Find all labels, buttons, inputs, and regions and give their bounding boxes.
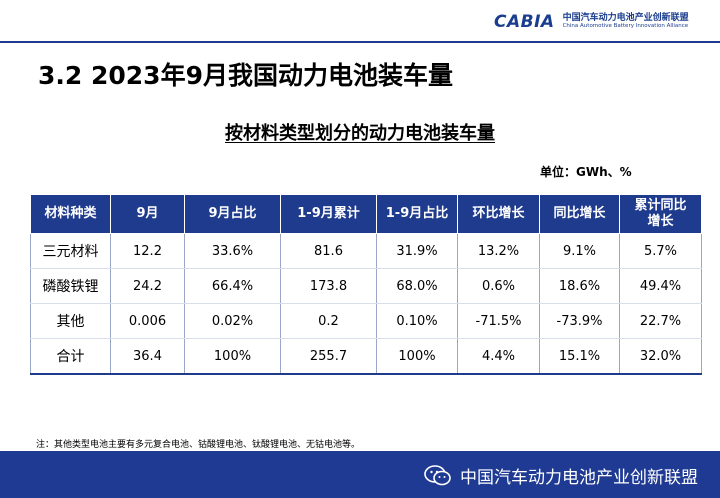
table-cell: 其他 <box>30 303 111 339</box>
footer-brand: 中国汽车动力电池产业创新联盟 <box>424 463 698 488</box>
header-cell: 9月 <box>110 194 185 234</box>
table-cell: 0.6% <box>457 268 540 304</box>
table-cell: 49.4% <box>619 268 702 304</box>
table-cell: 31.9% <box>376 233 458 269</box>
table-cell: 合计 <box>30 338 111 375</box>
table-cell: 255.7 <box>280 338 377 375</box>
table-cell: 68.0% <box>376 268 458 304</box>
table-cell: 9.1% <box>539 233 620 269</box>
header-cell: 1-9月占比 <box>376 194 458 234</box>
header-cell: 9月占比 <box>184 194 281 234</box>
table-cell: 5.7% <box>619 233 702 269</box>
table-cell: 173.8 <box>280 268 377 304</box>
header-cell: 材料种类 <box>30 194 111 234</box>
table-cell: 0.006 <box>110 303 185 339</box>
table-cell: 磷酸铁锂 <box>30 268 111 304</box>
top-bar <box>0 0 720 42</box>
battery-table: 材料种类 9月 9月占比 1-9月累计 1-9月占比 环比增长 同比增长 累计同… <box>30 194 702 375</box>
table-cell: 66.4% <box>184 268 281 304</box>
table-cell: 0.2 <box>280 303 377 339</box>
table-cell: 18.6% <box>539 268 620 304</box>
logo-mark: CABIA <box>494 12 555 32</box>
table-cell: 0.10% <box>376 303 458 339</box>
footer-bar: 中国汽车动力电池产业创新联盟 <box>0 451 720 498</box>
table-cell: -71.5% <box>457 303 540 339</box>
table-cell: 32.0% <box>619 338 702 375</box>
top-divider <box>0 41 720 43</box>
table-cell: 100% <box>376 338 458 375</box>
table-cell: 15.1% <box>539 338 620 375</box>
table-header-row: 材料种类 9月 9月占比 1-9月累计 1-9月占比 环比增长 同比增长 累计同… <box>30 194 702 234</box>
unit-label: 单位：GWh、% <box>540 165 632 179</box>
cabia-logo: CABIA 中国汽车动力电池产业创新联盟 China Automotive Ba… <box>494 10 689 34</box>
table-cell: 13.2% <box>457 233 540 269</box>
footer-text: 中国汽车动力电池产业创新联盟 <box>460 468 698 488</box>
table-cell: -73.9% <box>539 303 620 339</box>
table-cell: 81.6 <box>280 233 377 269</box>
table-row: 磷酸铁锂 24.2 66.4% 173.8 68.0% 0.6% 18.6% 4… <box>30 268 702 304</box>
table-row: 合计 36.4 100% 255.7 100% 4.4% 15.1% 32.0% <box>30 338 702 375</box>
section-title: 3.2 2023年9月我国动力电池装车量 <box>38 61 453 90</box>
footnote: 注：其他类型电池主要有多元复合电池、钴酸锂电池、钛酸锂电池、无钴电池等。 <box>36 440 361 450</box>
header-cell: 环比增长 <box>457 194 540 234</box>
table-cell: 22.7% <box>619 303 702 339</box>
table-cell: 三元材料 <box>30 233 111 269</box>
logo-text: 中国汽车动力电池产业创新联盟 China Automotive Battery … <box>562 13 689 29</box>
header-cell: 同比增长 <box>539 194 620 234</box>
header-cell: 累计同比增长 <box>619 194 702 234</box>
wechat-icon <box>424 464 451 485</box>
table-row: 三元材料 12.2 33.6% 81.6 31.9% 13.2% 9.1% 5.… <box>30 233 702 269</box>
table-cell: 4.4% <box>457 338 540 375</box>
table-cell: 24.2 <box>110 268 185 304</box>
table-title: 按材料类型划分的动力电池装车量 <box>225 123 495 144</box>
table-cell: 36.4 <box>110 338 185 375</box>
logo-en: China Automotive Battery Innovation Alli… <box>562 22 689 29</box>
logo-cn: 中国汽车动力电池产业创新联盟 <box>562 13 689 24</box>
table-cell: 0.02% <box>184 303 281 339</box>
header-cell: 1-9月累计 <box>280 194 377 234</box>
table-cell: 33.6% <box>184 233 281 269</box>
table-cell: 100% <box>184 338 281 375</box>
table-row: 其他 0.006 0.02% 0.2 0.10% -71.5% -73.9% 2… <box>30 303 702 339</box>
table-cell: 12.2 <box>110 233 185 269</box>
